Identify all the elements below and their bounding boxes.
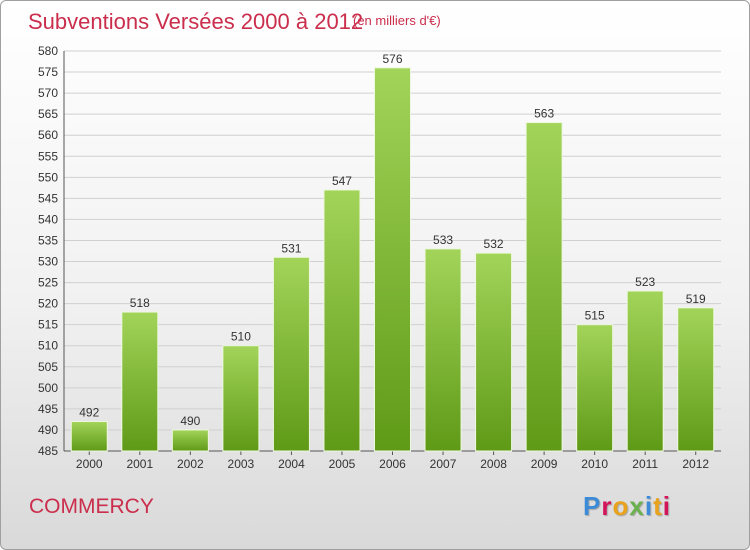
y-tick-label: 510 <box>38 339 58 353</box>
bar-2000 <box>70 421 108 452</box>
bar-2010 <box>576 324 614 452</box>
y-tick-label: 530 <box>38 255 58 269</box>
y-tick-label: 495 <box>38 402 58 416</box>
value-label-2012: 519 <box>686 292 706 306</box>
value-label-2006: 576 <box>382 52 402 66</box>
bar-2011 <box>626 290 664 452</box>
x-tick-label-2012: 2012 <box>682 457 709 471</box>
bar-2002 <box>171 429 209 452</box>
x-tick-label-2002: 2002 <box>177 457 204 471</box>
chart-title: Subventions Versées 2000 à 2012 <box>28 9 364 34</box>
axis-layer: 485 490 495 500 505 510 515 520 525 530 535 540 545 5… <box>38 44 721 471</box>
y-tick-label: 520 <box>38 297 58 311</box>
x-tick-label-2010: 2010 <box>581 457 608 471</box>
proxiti-logo[interactable]: Proxiti <box>583 491 671 521</box>
y-tick-label: 500 <box>38 381 58 395</box>
value-label-2003: 510 <box>231 330 251 344</box>
y-tick-label: 515 <box>38 318 58 332</box>
y-tick-label: 545 <box>38 191 58 205</box>
label-layer: 492 518 490 510 531 547 576 533 532 563 515 523 519 <box>79 52 706 428</box>
y-tick-label: 540 <box>38 212 58 226</box>
value-label-2005: 547 <box>332 174 352 188</box>
bar-2007 <box>424 248 462 452</box>
bar-2009 <box>525 122 563 452</box>
x-tick-label-2003: 2003 <box>228 457 255 471</box>
x-tick-label-2000: 2000 <box>76 457 103 471</box>
y-tick-label: 575 <box>38 65 58 79</box>
bar-layer <box>70 67 715 452</box>
value-label-2001: 518 <box>130 296 150 310</box>
bar-2005 <box>323 189 361 452</box>
commune-name: COMMERCY <box>29 495 154 518</box>
x-tick-label-2005: 2005 <box>329 457 356 471</box>
y-tick-label: 505 <box>38 360 58 374</box>
x-tick-label-2011: 2011 <box>632 457 658 471</box>
y-tick-label: 555 <box>38 149 58 163</box>
bar-2006 <box>374 67 411 452</box>
x-tick-label-2007: 2007 <box>430 457 457 471</box>
x-tick-label-2006: 2006 <box>379 457 406 471</box>
value-label-2002: 490 <box>180 414 200 428</box>
value-label-2011: 523 <box>635 275 655 289</box>
value-label-2008: 532 <box>484 237 504 251</box>
x-tick-label-2008: 2008 <box>480 457 507 471</box>
y-tick-label: 490 <box>38 423 58 437</box>
y-tick-label: 560 <box>38 128 58 142</box>
y-tick-label: 525 <box>38 276 58 290</box>
value-label-2000: 492 <box>79 406 99 420</box>
x-tick-label-2001: 2001 <box>126 457 153 471</box>
y-tick-label: 485 <box>38 444 58 458</box>
value-label-2007: 533 <box>433 233 453 247</box>
unit-label: (en milliers d'€) <box>353 13 441 28</box>
value-label-2010: 515 <box>585 309 605 323</box>
bar-2004 <box>272 256 310 452</box>
y-tick-label: 535 <box>38 233 58 247</box>
bar-2008 <box>475 252 513 452</box>
bar-2012 <box>677 307 715 452</box>
x-tick-label-2004: 2004 <box>278 457 305 471</box>
y-tick-label: 580 <box>38 44 58 58</box>
bar-2003 <box>222 345 260 452</box>
value-label-2009: 563 <box>534 107 554 121</box>
value-label-2004: 531 <box>281 241 301 255</box>
y-tick-label: 565 <box>38 107 58 121</box>
x-tick-label-2009: 2009 <box>531 457 558 471</box>
bar-2001 <box>121 311 159 452</box>
y-tick-label: 570 <box>38 86 58 100</box>
y-tick-label: 550 <box>38 170 58 184</box>
